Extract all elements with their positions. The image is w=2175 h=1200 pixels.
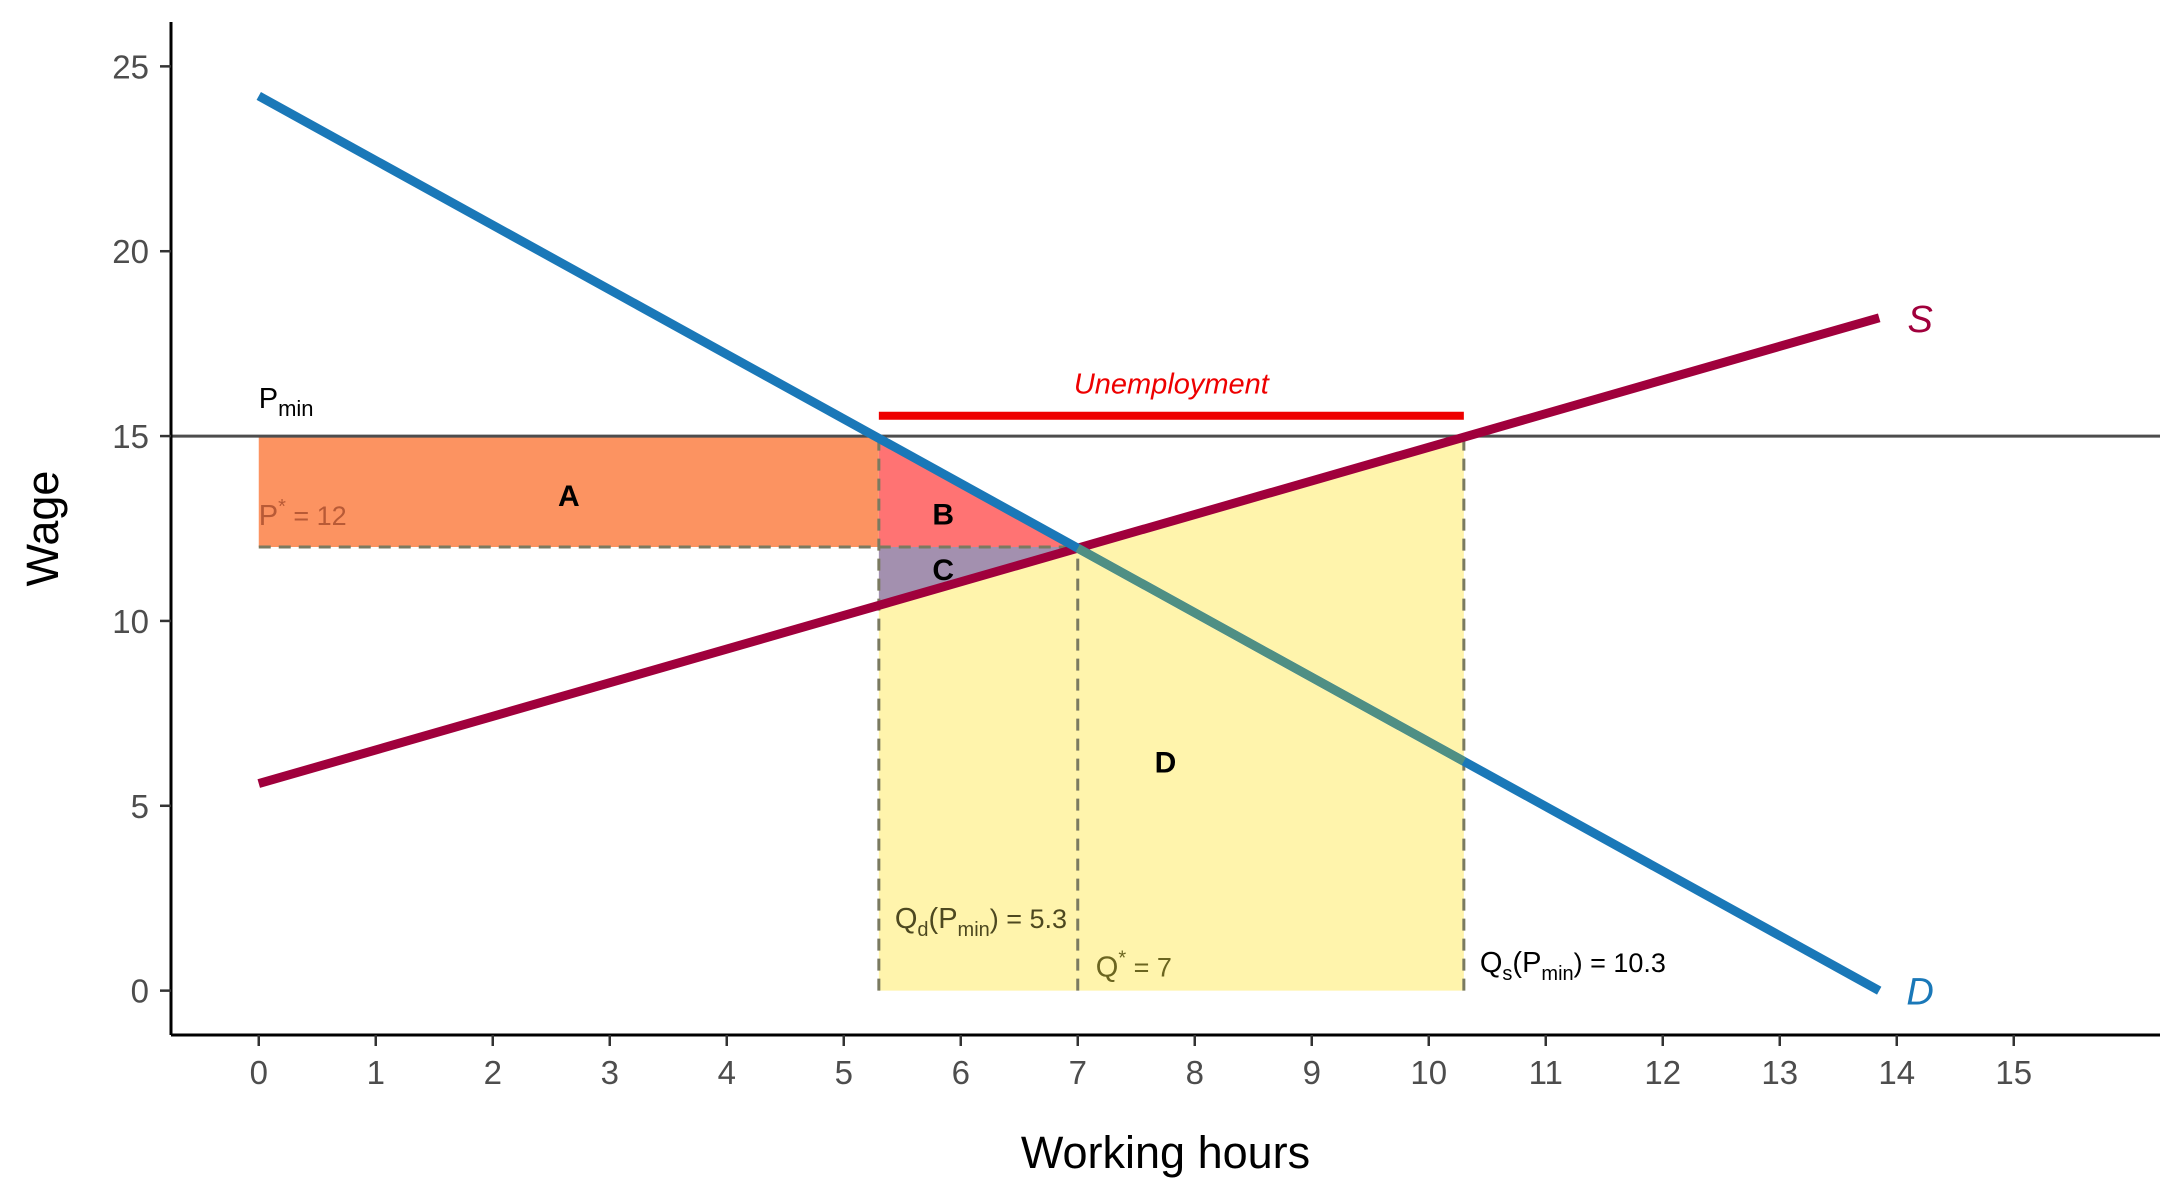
supply-curve-label: S [1907,299,1932,341]
x-tick-label: 4 [718,1054,736,1091]
demand-curve-blended-segment [1075,544,1467,766]
region-b-label: B [932,499,954,532]
price-floor-label: Pmin [259,383,314,421]
qd-label-q: Q [895,903,918,935]
axes: 0 1 2 3 4 5 6 7 8 9 10 11 12 13 14 150510152025Working … [17,22,2160,1178]
x-tick-label: 8 [1186,1054,1204,1091]
qs-label-q: Q [1480,947,1503,979]
region-a-label: A [558,480,580,513]
x-tick-label: 3 [601,1054,619,1091]
x-tick-label: 2 [484,1054,502,1091]
qs-label-q-sub: s [1502,963,1512,985]
equilibrium-quantity-label-sup: * [1118,948,1126,970]
x-tick-label: 1 [367,1054,385,1091]
qd-label-p-sub: min [958,919,990,941]
equilibrium-price-label-rest: = 12 [286,501,347,531]
x-tick-label: 15 [1995,1054,2032,1091]
qs-label: Qs(Pmin) = 10.3 [1480,947,1666,985]
region-a-area [258,436,879,547]
x-tick-label: 7 [1069,1054,1087,1091]
equilibrium-price-label-sup: * [278,496,286,518]
guide-lines [171,434,2160,991]
x-tick-label: 0 [250,1054,268,1091]
y-tick-label: 25 [112,48,149,85]
x-axis-title: Working hours [1021,1127,1310,1178]
region-d-label: D [1155,746,1177,779]
x-tick-label: 14 [1878,1054,1915,1091]
x-tick-label: 9 [1303,1054,1321,1091]
x-tick-label: 10 [1410,1054,1447,1091]
shaded-regions [258,436,1464,991]
x-tick-label: 5 [835,1054,853,1091]
equilibrium-quantity-label-rest: = 7 [1126,953,1172,983]
curves [256,92,1882,995]
unemployment-label: Unemployment [1074,369,1271,401]
y-tick-label: 15 [112,418,149,455]
supply-curve [257,313,1881,788]
demand-curve-label: D [1906,972,1933,1014]
x-tick-label: 12 [1644,1054,1681,1091]
region-c-label: C [932,554,954,587]
equilibrium-quantity-label: Q* = 7 [1096,948,1172,984]
price-floor-label-main: P [259,383,278,415]
equilibrium-price-label: P* = 12 [259,496,347,532]
qd-label: Qd(Pmin) = 5.3 [895,903,1067,941]
qs-label-close: ) = 10.3 [1574,948,1666,978]
y-tick-label: 5 [131,788,149,825]
qd-label-q-sub: d [917,919,928,941]
equilibrium-price-label-main: P [259,500,278,532]
qs-label-open: (P [1512,947,1541,979]
y-axis-title: Wage [17,471,68,587]
y-tick-label: 0 [131,973,149,1010]
x-tick-label: 11 [1529,1054,1563,1091]
y-tick-label: 20 [112,233,149,270]
qd-label-close: ) = 5.3 [990,904,1067,934]
price-floor-label-sub: min [278,396,313,421]
region-d-area [878,436,1464,991]
equilibrium-quantity-label-main: Q [1096,952,1119,984]
x-tick-label: 13 [1761,1054,1798,1091]
x-tick-label: 6 [952,1054,970,1091]
demand-curve [256,92,1882,995]
y-tick-label: 10 [112,603,149,640]
qd-label-open: (P [929,903,958,935]
qs-label-p-sub: min [1541,963,1573,985]
